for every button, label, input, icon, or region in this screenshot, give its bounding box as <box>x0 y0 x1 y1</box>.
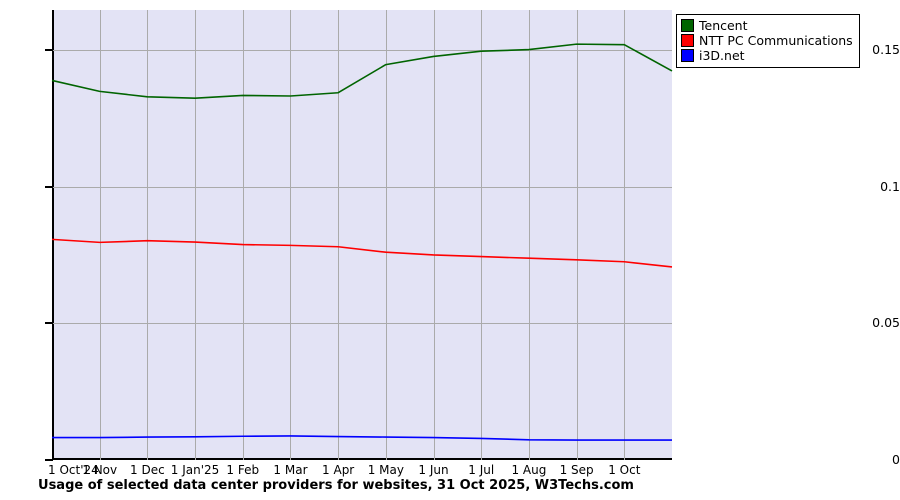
gridline-vertical <box>528 10 530 460</box>
plot-area <box>52 10 672 460</box>
x-axis-tick-label: 1 Jul <box>468 463 495 477</box>
y-axis-tick-label: 0.15 <box>872 42 900 58</box>
y-axis-tick-label: 0.1 <box>880 178 900 194</box>
legend-swatch-red-icon <box>681 34 694 47</box>
legend-item-tencent: Tencent <box>681 18 853 33</box>
x-axis-tick-label: 1 Oct'24 <box>48 463 99 477</box>
y-axis-tick-mark <box>45 322 53 325</box>
x-axis-tick-label: 1 May <box>367 463 404 477</box>
gridline-horizontal <box>52 50 672 52</box>
gridline-vertical <box>385 10 387 460</box>
legend-swatch-blue-icon <box>681 49 694 62</box>
x-axis-tick-label: 1 Dec <box>130 463 165 477</box>
x-axis-tick-label: 1 Jun <box>418 463 449 477</box>
legend-item-i3d-net: i3D.net <box>681 48 853 63</box>
gridline-vertical <box>481 10 483 460</box>
gridline-horizontal <box>52 323 672 325</box>
y-axis-tick-mark <box>45 459 53 461</box>
legend-item-ntt-pc-communications: NTT PC Communications <box>681 33 853 48</box>
x-axis-tick-label: 1 Mar <box>273 463 308 477</box>
gridline-horizontal <box>52 186 672 188</box>
gridline-vertical <box>147 10 149 460</box>
legend-swatch-green-icon <box>681 19 694 32</box>
x-axis-tick-label: 1 Aug <box>511 463 547 477</box>
x-axis-tick-label: 1 Oct <box>608 463 641 477</box>
y-axis-tick-label: 0 <box>892 452 900 467</box>
chart-caption: Usage of selected data center providers … <box>38 478 634 493</box>
gridline-vertical <box>624 10 626 460</box>
legend-label-ntt-pc-communications: NTT PC Communications <box>699 33 853 48</box>
x-axis-tick-label: 1 Sep <box>559 463 594 477</box>
y-axis-tick-label: 0.05 <box>872 315 900 331</box>
legend-label-i3d-net: i3D.net <box>699 48 745 63</box>
gridline-vertical <box>290 10 292 460</box>
x-axis-tick-label: 1 Nov <box>82 463 118 477</box>
gridline-vertical <box>195 10 197 460</box>
gridline-vertical <box>242 10 244 460</box>
y-axis-tick-mark <box>45 49 53 52</box>
legend-label-tencent: Tencent <box>699 18 748 33</box>
legend: Tencent NTT PC Communications i3D.net <box>676 14 860 68</box>
y-axis-tick-mark <box>45 185 53 188</box>
x-axis-tick-label: 1 Apr <box>322 463 355 477</box>
gridline-vertical <box>433 10 435 460</box>
gridline-vertical <box>338 10 340 460</box>
gridline-vertical <box>576 10 578 460</box>
x-axis-tick-label: 1 Feb <box>226 463 260 477</box>
gridline-vertical <box>99 10 101 460</box>
x-axis-tick-label: 1 Jan'25 <box>170 463 220 477</box>
